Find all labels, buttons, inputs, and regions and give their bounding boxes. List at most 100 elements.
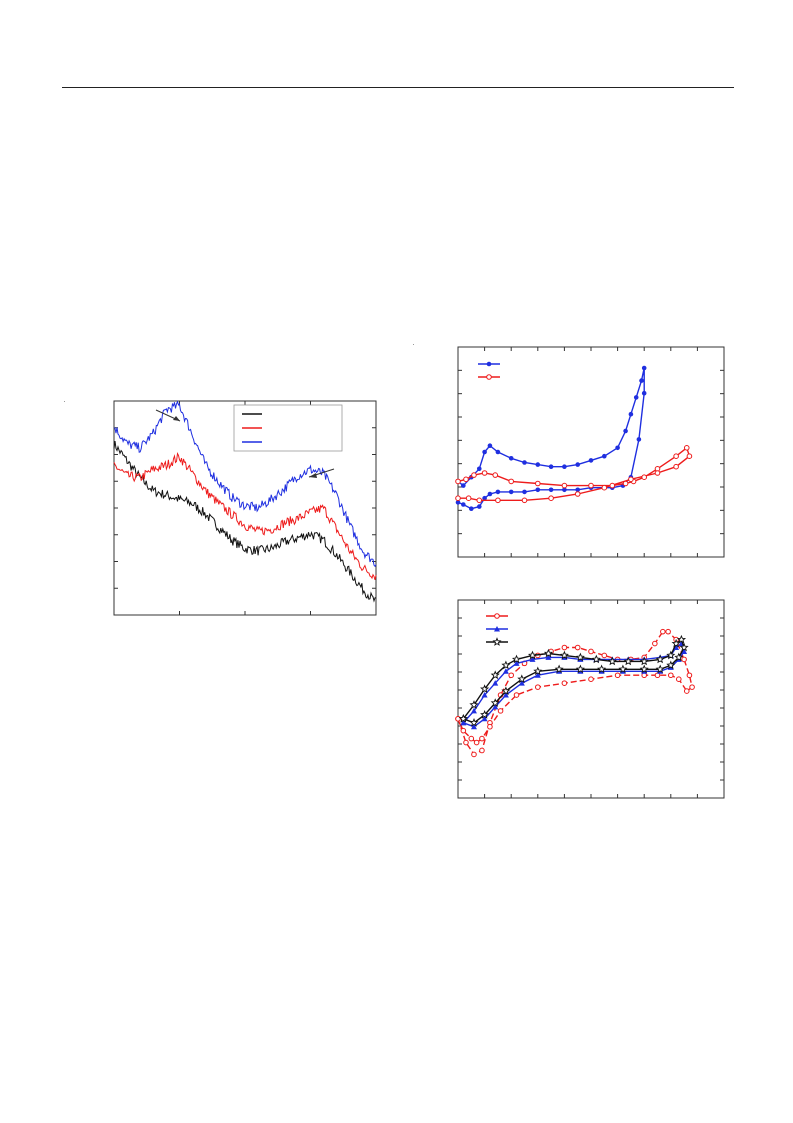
marker-point [494,626,500,632]
marker-point [623,656,633,666]
cv-chart-top [455,346,725,558]
marker-point [535,480,541,487]
marker-point [574,644,581,651]
marker-point [501,686,511,695]
marker-point [490,670,500,680]
marker-point [487,723,493,730]
series-line-blue [113,400,377,568]
marker-point [517,674,527,684]
marker-point [628,411,634,417]
marker-point [561,680,568,686]
marker-point [479,747,485,754]
marker-point [522,460,527,465]
marker-point [681,656,687,663]
marker-point [623,428,628,434]
marker-point [652,640,658,647]
marker-point [495,449,501,455]
marker-point [641,365,647,371]
marker-point [548,487,554,493]
marker-point [502,692,509,698]
marker-point [501,660,511,670]
figure-spectra [108,397,380,621]
marker-point [521,497,528,504]
series-line-red [457,446,691,502]
marker-point [490,698,500,707]
marker-point [548,464,554,469]
marker-point [639,656,649,666]
marker-point [588,482,594,489]
marker-point [614,672,621,679]
marker-point [513,660,520,666]
marker-point [574,491,581,497]
marker-point [636,437,642,442]
series-line-red [113,452,377,580]
marker-point [469,700,479,709]
marker-point [607,656,617,666]
marker-point [666,660,676,670]
marker-point [458,714,468,723]
series-line-black [113,441,377,603]
marker-point [675,676,682,682]
marker-point [508,489,514,495]
marker-point [654,470,661,476]
marker-point [473,739,480,746]
marker-point [597,664,607,674]
marker-point [487,443,493,448]
marker-point [681,648,688,654]
cv-chart-bottom [455,599,725,799]
marker-point [545,654,552,660]
marker-point [495,489,501,495]
marker-point [561,482,568,489]
marker-point [628,476,634,483]
marker-point [575,487,580,493]
marker-point [463,739,469,746]
marker-point [588,676,594,682]
marker-point [543,648,554,658]
marker-point [683,445,690,451]
marker-point [562,487,567,493]
marker-point [486,361,492,367]
arrow-head [173,416,180,421]
spectra-chart [113,400,377,616]
marker-point [463,476,469,483]
marker-point [527,650,538,660]
marker-point [674,652,684,662]
marker-point [480,709,490,719]
marker-point [601,484,608,491]
marker-point [534,672,541,678]
marker-point [548,495,554,501]
marker-point [679,642,689,652]
marker-point [533,666,543,676]
marker-point [639,378,644,383]
marker-point [673,644,680,651]
marker-point [492,680,499,686]
marker-point [668,672,674,679]
marker-point [529,656,536,662]
marker-point [575,664,585,674]
marker-point [487,491,493,497]
stray-mark [413,344,414,345]
marker-point [492,703,499,710]
marker-point [476,497,483,504]
marker-point [465,495,472,501]
marker-point [469,506,474,511]
marker-point [502,668,509,674]
marker-point [455,495,461,501]
figure-cv-bottom [452,594,728,802]
marker-point [492,472,499,478]
marker-point [461,502,466,507]
marker-point [482,495,487,501]
marker-point [686,453,693,459]
marker-point [689,684,695,690]
marker-point [470,707,477,714]
marker-point [511,654,522,664]
marker-point [476,466,482,472]
marker-point [455,500,461,505]
marker-point [588,648,594,655]
marker-point [535,462,541,467]
series-line-black [462,638,685,724]
marker-point [622,480,629,487]
marker-point [671,638,681,648]
marker-point [480,684,490,693]
marker-point [601,652,608,659]
